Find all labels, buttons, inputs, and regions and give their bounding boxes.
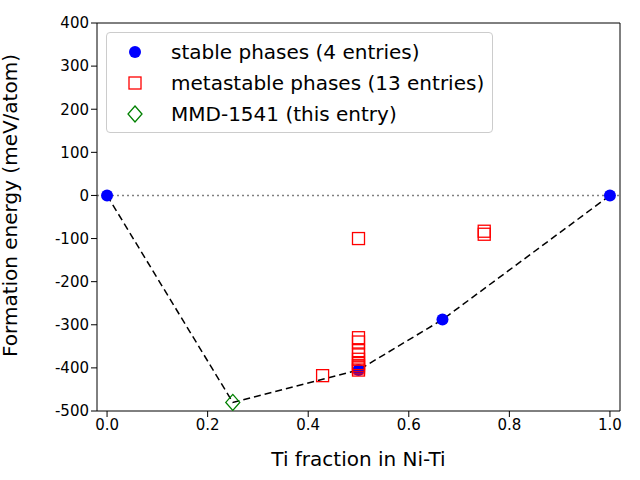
svg-text:100: 100 [60, 144, 89, 162]
svg-text:-200: -200 [55, 273, 89, 291]
svg-text:-400: -400 [55, 359, 89, 377]
svg-text:0: 0 [79, 187, 89, 205]
svg-text:400: 400 [60, 14, 89, 32]
svg-text:-500: -500 [55, 402, 89, 420]
svg-text:0.2: 0.2 [196, 416, 220, 434]
svg-text:1.0: 1.0 [598, 416, 622, 434]
html-text:metastable phases (13 entries): metastable phases (13 entries) [171, 70, 485, 95]
svg-text:Ti fraction in Ni-Ti: Ti fraction in Ni-Ti [270, 447, 445, 471]
svg-text:0.6: 0.6 [397, 416, 421, 434]
svg-text:0.4: 0.4 [296, 416, 320, 434]
svg-text:-300: -300 [55, 316, 89, 334]
svg-text:Formation energy (meV/atom): Formation energy (meV/atom) [8, 54, 22, 357]
svg-text:200: 200 [60, 101, 89, 119]
html-text:MMD-1541 (this entry): MMD-1541 (this entry) [171, 101, 397, 126]
html-text:stable phases (4 entries): stable phases (4 entries) [171, 39, 420, 64]
svg-text:0.8: 0.8 [497, 416, 521, 434]
svg-text:-100: -100 [55, 230, 89, 248]
svg-text:0.0: 0.0 [95, 416, 119, 434]
svg-text:300: 300 [60, 57, 89, 75]
